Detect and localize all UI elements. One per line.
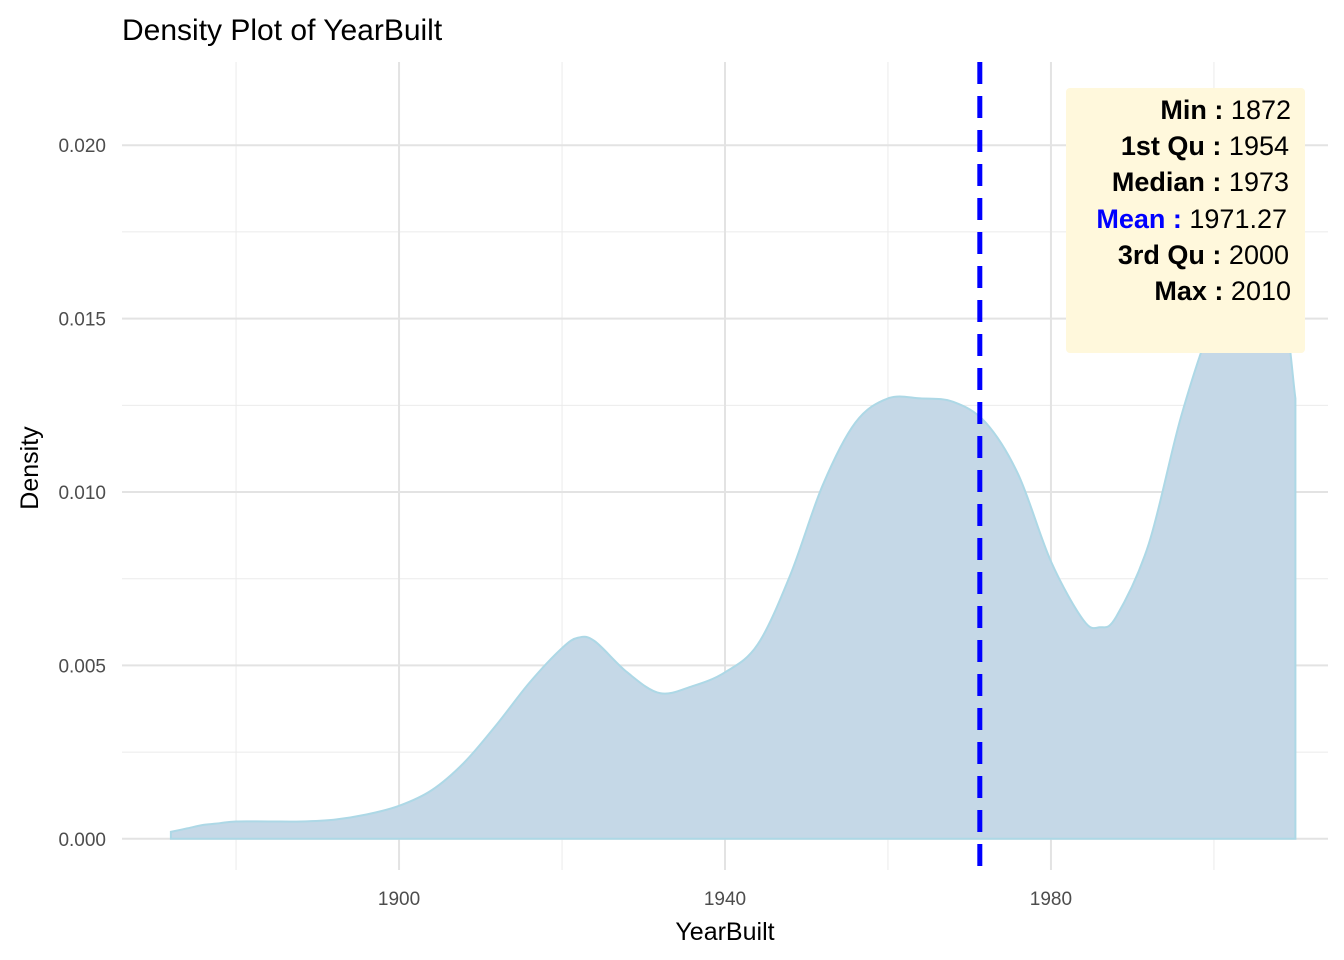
stat-max-key: Max [1154,276,1207,306]
stat-median-value: 1973 [1228,167,1289,197]
y-tick-label: 0.005 [58,656,106,677]
stat-median: Median : 1973 [1112,167,1289,198]
chart-title: Density Plot of YearBuilt [122,14,443,47]
stat-mean-key: Mean [1096,204,1166,234]
stat-3rd-qu: 3rd Qu : 2000 [1118,240,1289,271]
stat-min-value: 1872 [1230,95,1291,125]
stat-median-key: Median [1111,167,1205,197]
stat-max-value: 2010 [1230,276,1291,306]
y-tick-label: 0.015 [58,310,106,331]
stat-min: Min : 1872 [1160,95,1291,126]
stat-1st-qu: 1st Qu : 1954 [1121,131,1289,162]
stat-3rd-qu-sep: : [1212,240,1222,270]
stat-mean: Mean : 1971.27 [1096,204,1287,235]
stat-1st-qu-value: 1954 [1228,131,1289,161]
stat-max-sep: : [1214,276,1224,306]
y-tick-labels: 0.000 0.005 0.010 0.015 0.020 [58,136,106,851]
y-axis-label: Density [16,426,44,510]
stat-min-sep: : [1214,95,1224,125]
stat-3rd-qu-key: 3rd Qu [1117,240,1205,270]
y-tick-label: 0.010 [58,483,106,504]
x-tick-label: 1900 [378,889,420,910]
stat-3rd-qu-value: 2000 [1228,240,1289,270]
stat-mean-sep: : [1172,204,1182,234]
stat-min-key: Min [1160,95,1207,125]
stat-max: Max : 2010 [1154,276,1291,307]
summary-stats-box: Min : 1872 1st Qu : 1954 Median : 1973 M… [1066,88,1305,353]
stat-mean-value: 1971.27 [1189,204,1287,234]
y-tick-label: 0.000 [58,830,106,851]
density-area [169,262,1297,840]
x-tick-label: 1980 [1030,889,1072,910]
y-tick-label: 0.020 [58,136,106,157]
x-tick-label: 1940 [704,889,746,910]
x-tick-labels: 1900 1940 1980 [378,889,1072,910]
stat-1st-qu-key: 1st Qu [1120,131,1205,161]
stat-1st-qu-sep: : [1212,131,1222,161]
stat-median-sep: : [1212,167,1222,197]
x-axis-label: YearBuilt [675,918,774,946]
